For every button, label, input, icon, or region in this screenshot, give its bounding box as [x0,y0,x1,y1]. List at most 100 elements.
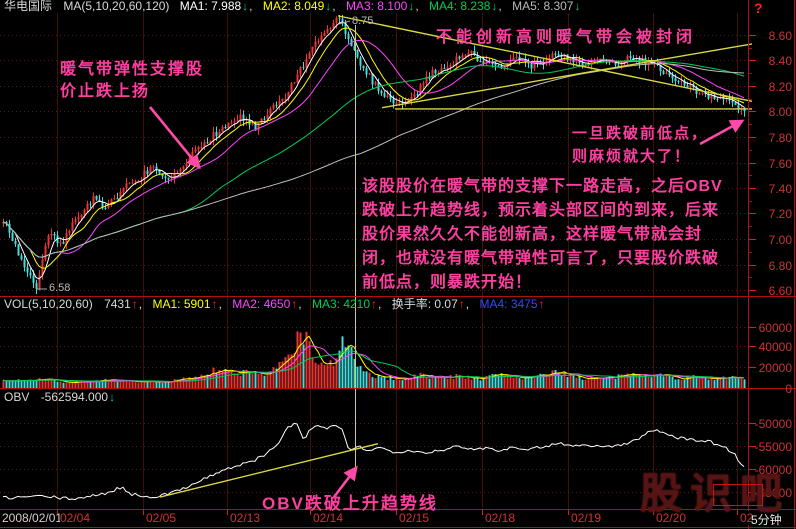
ma2-down-arrow-icon: ↓ [325,0,332,13]
annotation-line: 一旦跌破前低点， [572,125,709,142]
axis-label: 7.20 [768,206,792,221]
obv-indicator-row: OBV -562594.000↓ [4,391,116,404]
ma5-label: MA5: [512,0,541,13]
separator: , [332,0,336,13]
axis-label: 20000 [758,360,792,375]
obv-value: -562594.000 [40,390,109,404]
vol-ma4-value: 3475 [510,297,538,311]
axis-label: 60000 [758,320,792,335]
date-label: 02 [740,511,754,525]
date-label: 02/13 [230,511,261,525]
axis-label: 7.00 [768,232,792,247]
ma1-down-arrow-icon: ↓ [242,0,249,13]
date-label: 02/05 [146,511,177,525]
obv-label: OBV [4,390,30,404]
axis-label: -65000 [754,485,792,500]
axis-label: 7.40 [768,181,792,196]
up-arrow-icon: ↑ [211,297,218,311]
axis-label: -55000 [754,439,792,454]
help-button[interactable]: ? [754,0,763,16]
axis-label: 8.60 [768,28,792,43]
axis-label: 6.80 [768,258,792,273]
date-label-first: 2008/02/01 [2,511,63,525]
vol-params: VOL(5,10,20,60) [4,297,93,311]
axis-label: -50000 [754,416,792,431]
annotation-line: 跌破上升趋势线，预示着头部区间的到来，后来 [362,202,720,219]
date-label: 02/19 [571,511,602,525]
vol-ma1-value: 5901 [183,297,211,311]
ma4-value: 8.238 [460,0,491,13]
axis-label: 7.80 [768,130,792,145]
ma5-value: 8.307 [543,0,574,13]
annotation-break-prior-low: 一旦跌破前低点， 则麻烦就大了！ [572,122,708,168]
stock-name: 华电国际 [4,0,53,13]
separator: , [465,297,470,311]
title-bar: 华电国际 MA(5,10,20,60,120) MA1: 7.988↓, MA2… [4,0,581,13]
axis-label: 7.60 [768,156,792,171]
ma2-value: 8.049 [294,0,325,13]
separator: , [415,0,419,13]
separator: , [249,0,253,13]
vol-ma1-label: MA1: [152,297,181,311]
annotation-line: 闭，也就没有暖气带弹性可言了，只要股价跌破 [362,250,720,267]
axis-label: 6.60 [768,283,792,298]
vol-ma3-label: MA3: [311,297,340,311]
date-label: 02/14 [313,511,344,525]
annotation-line: 暖气带弹性支撑股 [60,61,205,78]
ma3-label: MA3: [345,0,374,13]
date-label: 02/18 [485,511,516,525]
up-arrow-icon: ↑ [371,297,378,311]
axis-label: 8.20 [768,79,792,94]
annotation-line: 股价果然久久不能创新高，这样暖气带就会封 [362,226,703,243]
volume-indicator-row: VOL(5,10,20,60) 7431↑, MA1: 5901↑, MA2: … [4,298,546,311]
separator: , [218,297,222,311]
axis-label: 0 [785,381,792,396]
annotation-obv-trendline-break: OBV跌破上升趋势线 [262,494,438,513]
watermark: 股识吧 [640,470,791,517]
separator: , [138,297,143,311]
axis-highlight-box [713,484,763,506]
annotation-line: 前低点，则暴跌开始！ [362,274,533,291]
turnover-label: 换手率: [391,297,432,311]
low-price-label: 6.58 [49,282,71,294]
ma4-label: MA4: [429,0,458,13]
axis-label: 8.40 [768,53,792,68]
separator: , [498,0,502,13]
vol-value: 7431 [104,297,131,311]
up-arrow-icon: ↑ [291,297,298,311]
ma3-value: 8.100 [377,0,408,13]
annotation-analysis-paragraph: 该股股价在暖气带的支撑下一路走高，之后OBV 跌破上升趋势线，预示着头部区间的到… [362,175,723,295]
ma4-down-arrow-icon: ↓ [491,0,498,13]
up-arrow-icon: ↑ [458,297,465,311]
axis-label: -60000 [754,462,792,477]
annotation-line: 该股股价在暖气带的支撑下一路走高，之后OBV [362,178,723,195]
axis-label: 8.00 [768,104,792,119]
peak-price-label: 8.75 [352,15,374,27]
date-label: 02/20 [656,511,687,525]
obv-down-arrow-icon: ↓ [109,390,116,404]
date-label: 02/04 [60,511,91,525]
annotation-line: 价止跌上扬 [60,83,151,100]
up-arrow-icon: ↑ [538,297,545,311]
ma2-label: MA2: [262,0,291,13]
period-label: 5分钟 [751,513,782,527]
vol-up-arrow-icon: ↑ [131,297,138,311]
separator: , [378,297,382,311]
axis-label: 40000 [758,339,792,354]
vol-ma2-value: 4650 [263,297,291,311]
annotation-no-new-high: 不能创新高则暖气带会被封闭 [436,29,697,46]
annotation-warm-band-support: 暖气带弹性支撑股 价止跌上扬 [60,59,204,103]
ma3-down-arrow-icon: ↓ [408,0,415,13]
ma-indicator-params: MA(5,10,20,60,120) [63,0,170,13]
separator: , [298,297,302,311]
ma1-value: 7.988 [211,0,242,13]
date-label: 02/15 [399,511,430,525]
ma5-down-arrow-icon: ↓ [574,0,581,13]
vol-ma3-value: 4210 [343,297,371,311]
vol-ma2-label: MA2: [232,297,261,311]
turnover-value: 0.07 [434,297,458,311]
ma1-label: MA1: [179,0,208,13]
vol-ma4-label: MA4: [479,297,508,311]
